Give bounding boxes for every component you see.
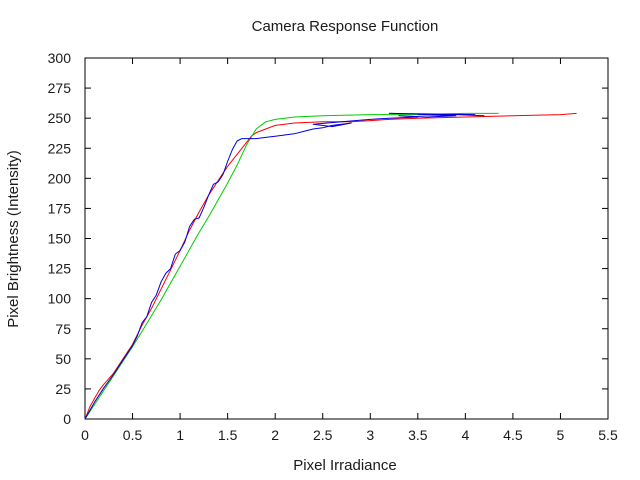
y-axis-label: Pixel Brightness (Intensity) xyxy=(5,150,22,328)
y-tick-label: 225 xyxy=(48,140,72,156)
y-tick-label: 0 xyxy=(63,411,71,427)
x-tick-label: 1.5 xyxy=(218,427,238,443)
chart-title: Camera Response Function xyxy=(252,18,439,35)
x-tick-label: 5 xyxy=(557,427,565,443)
series-line-1 xyxy=(84,112,577,420)
series-line-2 xyxy=(84,112,499,420)
y-tick-label: 50 xyxy=(55,351,71,367)
x-tick-label: 0.5 xyxy=(123,427,143,443)
y-tick-label: 25 xyxy=(55,381,71,397)
x-tick-label: 3.5 xyxy=(408,427,428,443)
y-tick-label: 275 xyxy=(48,80,72,96)
x-tick-label: 2.5 xyxy=(313,427,333,443)
x-tick-label: 4.5 xyxy=(503,427,523,443)
x-tick-label: 5.5 xyxy=(598,427,618,443)
axis-ticks: 0 0.5 1 1.5 2 2.5 3 3.5 4 4.5 5 5.5 0 25 50 75 100 125 150… xyxy=(48,50,618,443)
x-tick-label: 3 xyxy=(366,427,374,443)
y-tick-label: 125 xyxy=(48,261,72,277)
series-line-3 xyxy=(84,112,485,420)
x-axis-label: Pixel Irradiance xyxy=(293,457,396,474)
x-tick-label: 0 xyxy=(81,427,89,443)
y-tick-label: 175 xyxy=(48,200,72,216)
x-tick-label: 4 xyxy=(461,427,469,443)
y-tick-label: 100 xyxy=(48,291,72,307)
y-tick-label: 200 xyxy=(48,170,72,186)
y-tick-label: 150 xyxy=(48,231,72,247)
series-group xyxy=(84,112,577,420)
y-tick-label: 250 xyxy=(48,110,72,126)
y-tick-label: 300 xyxy=(48,50,72,66)
x-tick-label: 2 xyxy=(271,427,279,443)
x-tick-label: 1 xyxy=(176,427,184,443)
y-tick-label: 75 xyxy=(55,321,71,337)
